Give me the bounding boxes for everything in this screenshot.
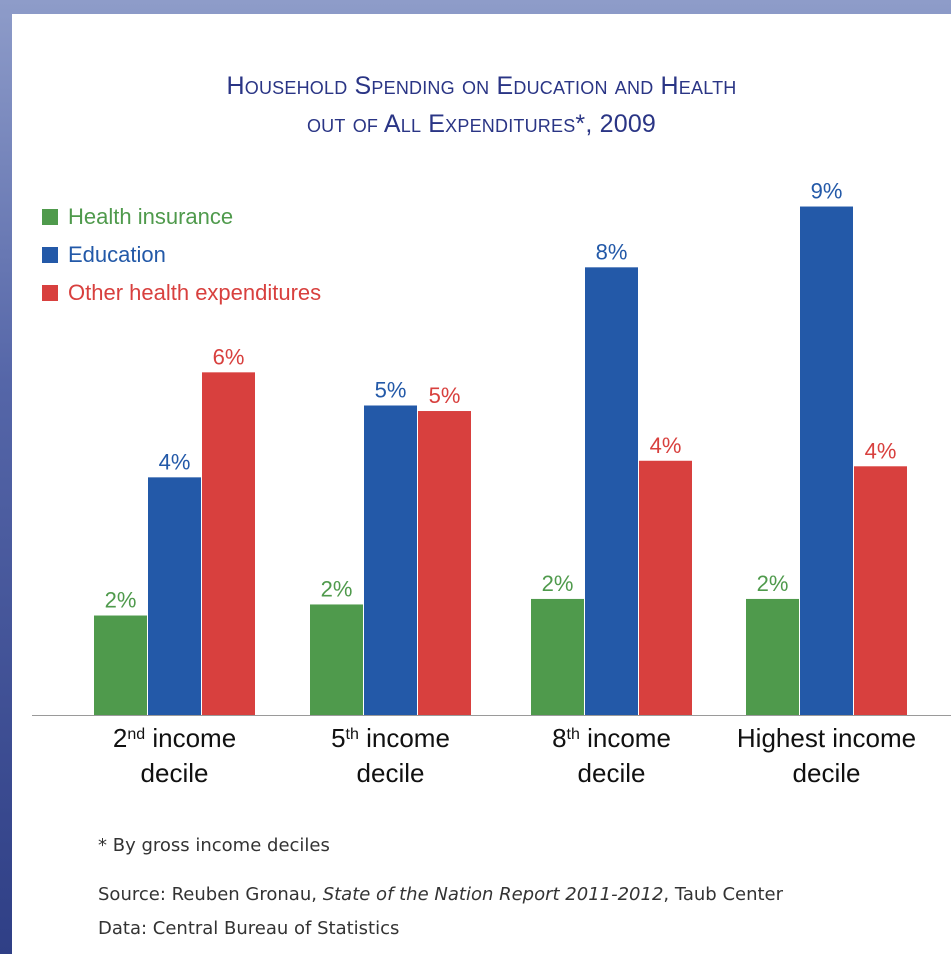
value-label-0-0: 2% xyxy=(105,588,137,613)
value-label-2-1: 8% xyxy=(596,239,628,264)
source-title: State of the Nation Report 2011-2012 xyxy=(322,884,664,905)
legend-label-2: Other health expenditures xyxy=(68,280,321,305)
category-label-2: 8th income xyxy=(552,723,671,753)
value-label-1-0: 2% xyxy=(321,576,353,601)
value-label-2-0: 2% xyxy=(542,571,574,596)
bar-chart: Health insurance Education Other health ex… xyxy=(32,179,951,788)
value-label-3-0: 2% xyxy=(757,571,789,596)
value-label-1-2: 5% xyxy=(429,383,461,408)
value-label-2-2: 4% xyxy=(650,433,682,458)
value-label-0-2: 6% xyxy=(213,344,245,369)
legend-swatch-2 xyxy=(42,285,58,301)
bar-0-0 xyxy=(94,615,147,715)
bar-2-2 xyxy=(639,460,692,715)
bar-1-1 xyxy=(364,405,417,715)
category-label-line2-3: decile xyxy=(793,758,861,788)
footnote: * By gross income deciles xyxy=(98,835,330,856)
source-prefix: Source: Reuben Gronau, xyxy=(98,884,323,905)
legend-swatch-1 xyxy=(42,247,58,263)
bar-0-2 xyxy=(202,372,255,715)
value-label-3-1: 9% xyxy=(811,179,843,204)
legend-label-1: Education xyxy=(68,242,166,267)
bar-2-1 xyxy=(585,267,638,715)
source-suffix: , Taub Center xyxy=(663,884,784,905)
bar-2-0 xyxy=(531,598,584,715)
data-note: Data: Central Bureau of Statistics xyxy=(98,918,400,939)
value-label-3-2: 4% xyxy=(865,438,897,463)
bar-0-1 xyxy=(148,477,201,715)
bar-3-2 xyxy=(854,466,907,715)
chart-title-line2: out of All Expenditures*, 2009 xyxy=(306,110,657,138)
source-note: Source: Reuben Gronau, State of the Nati… xyxy=(98,884,783,905)
category-label-0: 2nd income xyxy=(113,723,236,753)
value-label-1-1: 5% xyxy=(375,377,407,402)
bar-1-0 xyxy=(310,604,363,715)
bar-3-1 xyxy=(800,206,853,715)
bar-1-2 xyxy=(418,411,471,715)
category-label-line2-0: decile xyxy=(141,758,209,788)
legend-swatch-0 xyxy=(42,209,58,225)
legend-label-0: Health insurance xyxy=(68,204,233,229)
chart-title-line1: Household Spending on Education and Heal… xyxy=(226,72,737,100)
value-label-0-1: 4% xyxy=(159,449,191,474)
chart-panel: Household Spending on Education and Heal… xyxy=(12,14,951,954)
category-label-3: Highest income xyxy=(737,723,916,753)
category-label-1: 5th income xyxy=(331,723,450,753)
category-label-line2-1: decile xyxy=(357,758,425,788)
category-label-line2-2: decile xyxy=(578,758,646,788)
bar-3-0 xyxy=(746,598,799,715)
